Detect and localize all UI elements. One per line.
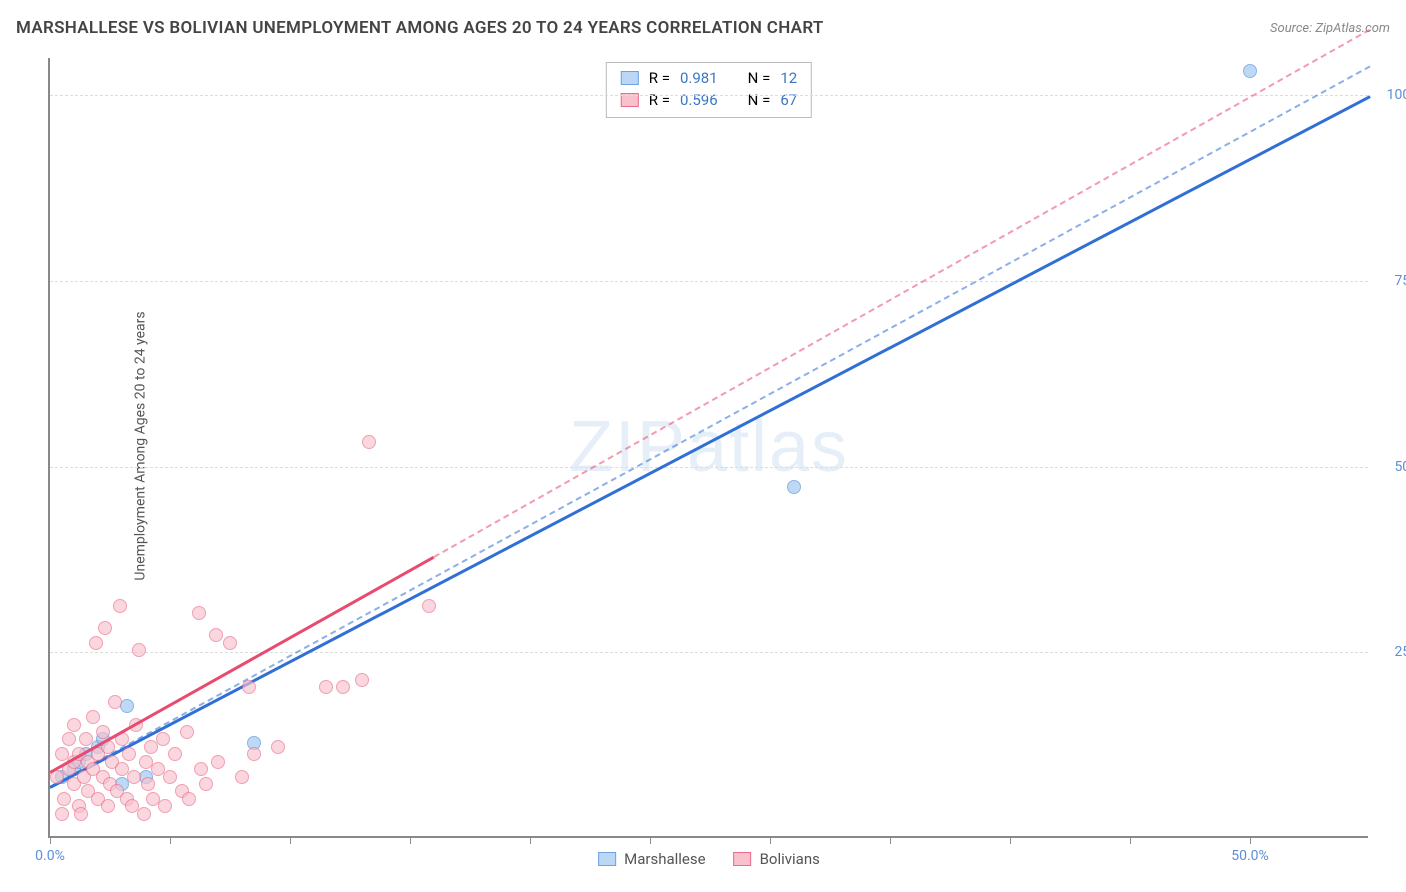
gridline [50, 467, 1368, 468]
n-value-bolivians: 67 [780, 89, 797, 111]
y-tick-label: 25.0% [1394, 644, 1406, 660]
r-value-marshallese: 0.981 [680, 67, 718, 89]
x-tick [1130, 836, 1131, 844]
r-value-bolivians: 0.596 [680, 89, 718, 111]
data-point-bolivians [62, 732, 76, 746]
data-point-bolivians [319, 680, 333, 694]
x-tick [410, 836, 411, 844]
data-point-bolivians [235, 770, 249, 784]
x-tick-label: 0.0% [35, 848, 65, 864]
data-point-bolivians [199, 777, 213, 791]
y-tick-label: 100.0% [1387, 87, 1406, 103]
gridline [50, 95, 1368, 96]
x-tick [890, 836, 891, 844]
data-point-bolivians [156, 732, 170, 746]
data-point-bolivians [247, 747, 261, 761]
legend-label: Marshallese [624, 850, 705, 868]
x-tick [770, 836, 771, 844]
swatch-blue-icon [598, 852, 616, 866]
data-point-bolivians [122, 747, 136, 761]
n-label: N = [748, 67, 771, 89]
data-point-bolivians [67, 718, 81, 732]
data-point-bolivians [163, 770, 177, 784]
data-point-bolivians [108, 695, 122, 709]
data-point-bolivians [168, 747, 182, 761]
x-tick [650, 836, 651, 844]
x-tick [1250, 836, 1251, 844]
swatch-blue-icon [621, 71, 639, 85]
data-point-bolivians [74, 807, 88, 821]
gridline [50, 281, 1368, 282]
data-point-bolivians [271, 740, 285, 754]
data-point-bolivians [355, 673, 369, 687]
data-point-bolivians [141, 777, 155, 791]
stats-row-bolivians: R = 0.596 N = 67 [621, 89, 797, 111]
n-value-marshallese: 12 [780, 67, 797, 89]
data-point-bolivians [86, 710, 100, 724]
r-label: R = [649, 67, 670, 89]
data-point-bolivians [137, 807, 151, 821]
x-tick [50, 836, 51, 844]
data-point-bolivians [422, 599, 436, 613]
bottom-legend: Marshallese Bolivians [598, 850, 820, 868]
data-point-bolivians [127, 770, 141, 784]
stats-box: R = 0.981 N = 12 R = 0.596 N = 67 [606, 62, 812, 118]
x-tick [530, 836, 531, 844]
gridline [50, 652, 1368, 653]
x-tick-label: 50.0% [1231, 848, 1269, 864]
data-point-bolivians [55, 807, 69, 821]
data-point-bolivians [223, 636, 237, 650]
data-point-bolivians [89, 636, 103, 650]
source-credit: Source: ZipAtlas.com [1270, 21, 1390, 36]
data-point-bolivians [79, 732, 93, 746]
swatch-pink-icon [734, 852, 752, 866]
data-point-bolivians [242, 680, 256, 694]
fit-line [49, 556, 434, 774]
data-point-bolivians [132, 643, 146, 657]
data-point-marshallese [787, 480, 801, 494]
x-tick [290, 836, 291, 844]
data-point-bolivians [336, 680, 350, 694]
data-point-bolivians [180, 725, 194, 739]
r-label: R = [649, 89, 670, 111]
data-point-marshallese [1243, 64, 1257, 78]
data-point-bolivians [194, 762, 208, 776]
scatter-plot: ZIPatlas R = 0.981 N = 12 R = 0.596 N = … [48, 58, 1368, 838]
data-point-bolivians [113, 599, 127, 613]
stats-row-marshallese: R = 0.981 N = 12 [621, 67, 797, 89]
data-point-bolivians [158, 799, 172, 813]
data-point-bolivians [98, 621, 112, 635]
data-point-bolivians [211, 755, 225, 769]
data-point-bolivians [362, 435, 376, 449]
x-tick [170, 836, 171, 844]
data-point-bolivians [182, 792, 196, 806]
data-point-bolivians [101, 799, 115, 813]
data-point-bolivians [57, 792, 71, 806]
y-tick-label: 75.0% [1394, 273, 1406, 289]
legend-item-marshallese: Marshallese [598, 850, 705, 868]
fit-line [434, 28, 1371, 557]
data-point-marshallese [120, 699, 134, 713]
data-point-bolivians [209, 628, 223, 642]
n-label: N = [748, 89, 771, 111]
legend-item-bolivians: Bolivians [734, 850, 820, 868]
y-tick-label: 50.0% [1394, 459, 1406, 475]
legend-label: Bolivians [760, 850, 820, 868]
chart-title: MARSHALLESE VS BOLIVIAN UNEMPLOYMENT AMO… [16, 18, 824, 38]
data-point-bolivians [192, 606, 206, 620]
x-tick [1010, 836, 1011, 844]
watermark: ZIPatlas [569, 406, 849, 488]
